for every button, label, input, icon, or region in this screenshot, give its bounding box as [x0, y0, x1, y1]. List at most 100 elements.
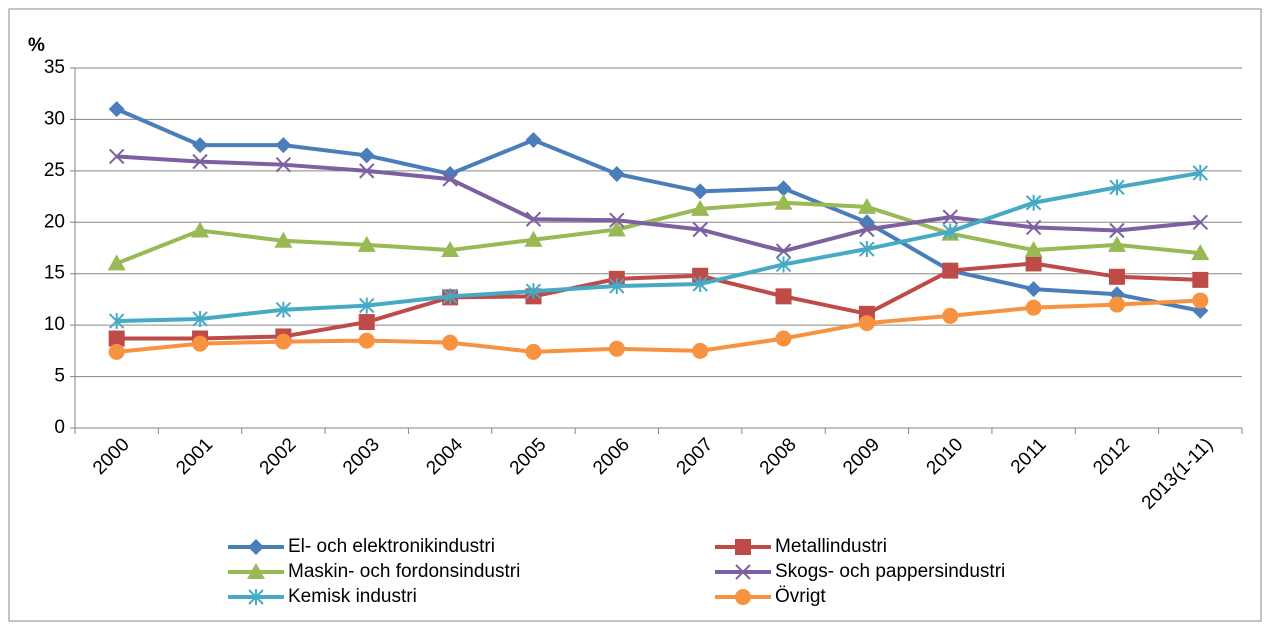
marker	[1109, 179, 1125, 196]
legend-label: Övrigt	[775, 586, 826, 607]
marker	[607, 220, 626, 237]
marker	[1025, 299, 1042, 316]
marker	[191, 221, 210, 238]
marker	[192, 335, 209, 352]
marker	[524, 230, 543, 247]
legend-marker	[735, 564, 751, 580]
marker	[525, 211, 542, 227]
legend-label: Metallindustri	[775, 536, 887, 557]
marker	[442, 288, 458, 305]
series-line	[116, 154, 1201, 254]
y-tick-label: 25	[44, 160, 65, 181]
marker	[858, 315, 875, 332]
marker	[107, 254, 126, 271]
marker	[942, 223, 958, 240]
marker	[942, 209, 958, 225]
series-line	[116, 261, 1201, 341]
legend-label: Skogs- och pappersindustri	[775, 561, 1005, 582]
marker	[1191, 244, 1210, 261]
y-tick-label: 5	[54, 366, 65, 387]
y-tick-label: 30	[44, 108, 65, 129]
marker	[108, 343, 125, 360]
marker	[775, 180, 792, 197]
marker	[1025, 281, 1042, 298]
marker	[274, 231, 293, 248]
marker	[775, 330, 792, 347]
legend-marker	[248, 589, 264, 605]
marker	[358, 314, 375, 331]
marker	[1025, 255, 1042, 272]
marker	[1025, 194, 1042, 211]
marker	[441, 241, 460, 258]
marker	[942, 307, 959, 324]
marker	[857, 197, 876, 214]
marker	[108, 313, 125, 330]
marker	[275, 301, 292, 318]
legend-marker	[735, 539, 751, 555]
y-tick-label: 35	[44, 57, 65, 78]
marker	[1192, 292, 1209, 309]
marker	[357, 235, 376, 252]
marker	[608, 340, 625, 357]
marker	[1192, 214, 1209, 230]
marker	[108, 101, 125, 118]
series-line	[116, 170, 1201, 324]
marker	[275, 156, 292, 173]
marker	[275, 137, 292, 154]
y-axis-label: %	[28, 35, 45, 56]
legend-label: Maskin- och fordonsindustri	[288, 561, 520, 582]
marker	[192, 153, 208, 170]
marker	[691, 199, 710, 216]
marker	[775, 243, 792, 259]
marker	[192, 310, 208, 327]
marker	[1192, 271, 1209, 288]
marker	[192, 137, 209, 154]
marker	[525, 132, 542, 148]
chart-frame	[8, 8, 1262, 622]
marker	[774, 193, 793, 210]
legend-marker	[248, 539, 264, 555]
y-tick-label: 20	[44, 211, 65, 232]
marker	[525, 283, 542, 300]
marker	[609, 212, 625, 228]
marker	[1024, 241, 1043, 258]
legend-marker	[735, 589, 751, 605]
marker	[525, 343, 542, 360]
series-line	[115, 200, 1201, 266]
marker	[359, 297, 375, 314]
marker	[442, 334, 459, 351]
marker	[358, 332, 375, 349]
legend-label: Kemisk industri	[288, 586, 417, 607]
marker	[859, 241, 875, 258]
marker	[692, 276, 708, 292]
y-tick-label: 15	[44, 263, 65, 284]
marker	[692, 342, 709, 359]
y-tick-label: 0	[54, 417, 65, 438]
marker	[608, 165, 625, 182]
marker	[1107, 235, 1126, 252]
marker	[692, 183, 709, 200]
marker	[942, 262, 959, 279]
marker	[275, 333, 292, 350]
marker	[609, 278, 625, 295]
marker	[1108, 296, 1125, 313]
series-line	[115, 107, 1201, 313]
marker	[692, 221, 708, 238]
marker	[1109, 222, 1125, 239]
marker	[358, 147, 375, 164]
legend-marker	[247, 563, 265, 579]
marker	[775, 256, 792, 273]
marker	[1192, 164, 1209, 181]
marker	[859, 221, 875, 238]
legend-label: El- och elektronikindustri	[288, 536, 495, 557]
marker	[359, 163, 375, 179]
marker	[442, 171, 458, 187]
marker	[108, 330, 125, 347]
marker	[1025, 219, 1042, 236]
y-tick-label: 10	[44, 314, 65, 335]
series-line	[116, 298, 1201, 354]
marker	[108, 148, 125, 165]
marker	[775, 288, 792, 305]
marker	[1108, 268, 1125, 285]
